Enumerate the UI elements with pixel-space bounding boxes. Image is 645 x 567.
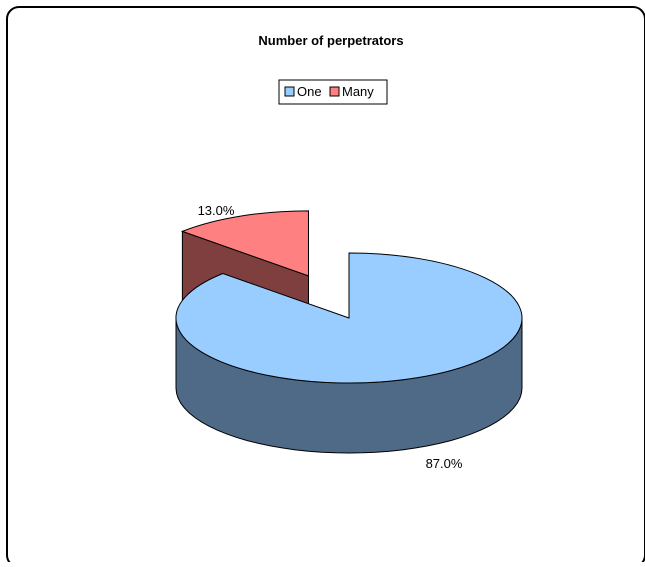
legend-label-one: One — [297, 84, 322, 99]
chart-title: Number of perpetrators — [258, 33, 403, 48]
legend-label-many: Many — [342, 84, 374, 99]
slice-top-one — [175, 252, 523, 384]
data-label-many: 13.0% — [198, 203, 235, 218]
pie-group — [175, 210, 523, 454]
legend: One Many — [278, 79, 388, 105]
legend-swatch-one — [284, 86, 295, 97]
data-label-one: 87.0% — [426, 456, 463, 471]
slice-top-many — [180, 210, 309, 277]
legend-swatch-many — [329, 86, 340, 97]
